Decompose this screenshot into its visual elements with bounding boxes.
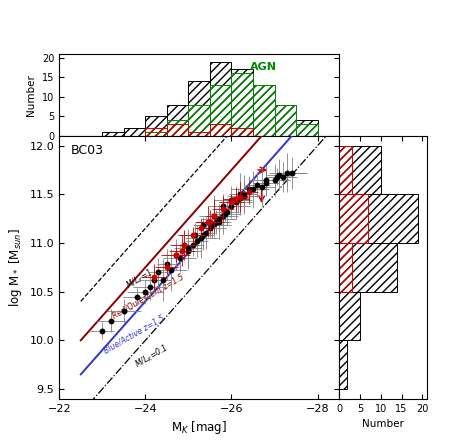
Bar <box>210 124 231 136</box>
Bar <box>167 104 189 136</box>
Bar <box>124 128 146 136</box>
Bar <box>146 128 167 136</box>
Bar <box>167 120 189 136</box>
Bar <box>339 146 352 194</box>
Bar <box>189 104 210 136</box>
Bar <box>339 194 418 243</box>
Bar <box>274 104 296 136</box>
Text: M/L$_K$=0.1: M/L$_K$=0.1 <box>132 342 170 371</box>
Bar <box>189 132 210 136</box>
Bar <box>146 132 167 136</box>
Bar <box>339 194 368 243</box>
X-axis label: Number: Number <box>362 419 404 429</box>
Text: BC03: BC03 <box>71 144 103 157</box>
Bar <box>339 243 352 292</box>
Bar <box>339 243 397 292</box>
Bar <box>296 124 318 136</box>
X-axis label: M$_K$ [mag]: M$_K$ [mag] <box>171 419 227 436</box>
Bar <box>189 81 210 136</box>
Bar <box>296 120 318 136</box>
Bar <box>253 85 274 136</box>
Bar <box>210 61 231 136</box>
Bar <box>231 73 253 136</box>
Bar <box>339 292 360 340</box>
Bar <box>274 104 296 136</box>
Text: Blue/Active z=1.5: Blue/Active z=1.5 <box>102 313 166 355</box>
Bar <box>167 124 189 136</box>
Y-axis label: log M$_*$ [M$_{sun}$]: log M$_*$ [M$_{sun}$] <box>7 228 24 307</box>
Text: Red/Quiescent z=1.5: Red/Quiescent z=1.5 <box>111 272 185 321</box>
Bar <box>231 128 253 136</box>
Text: AGN: AGN <box>250 62 276 72</box>
Bar <box>339 146 381 194</box>
Bar <box>210 85 231 136</box>
Bar <box>102 132 124 136</box>
Bar <box>231 69 253 136</box>
Y-axis label: Number: Number <box>27 74 36 116</box>
Text: M/L$_K$=1: M/L$_K$=1 <box>124 266 155 292</box>
Bar <box>253 85 274 136</box>
Bar <box>146 116 167 136</box>
Bar <box>339 340 347 389</box>
